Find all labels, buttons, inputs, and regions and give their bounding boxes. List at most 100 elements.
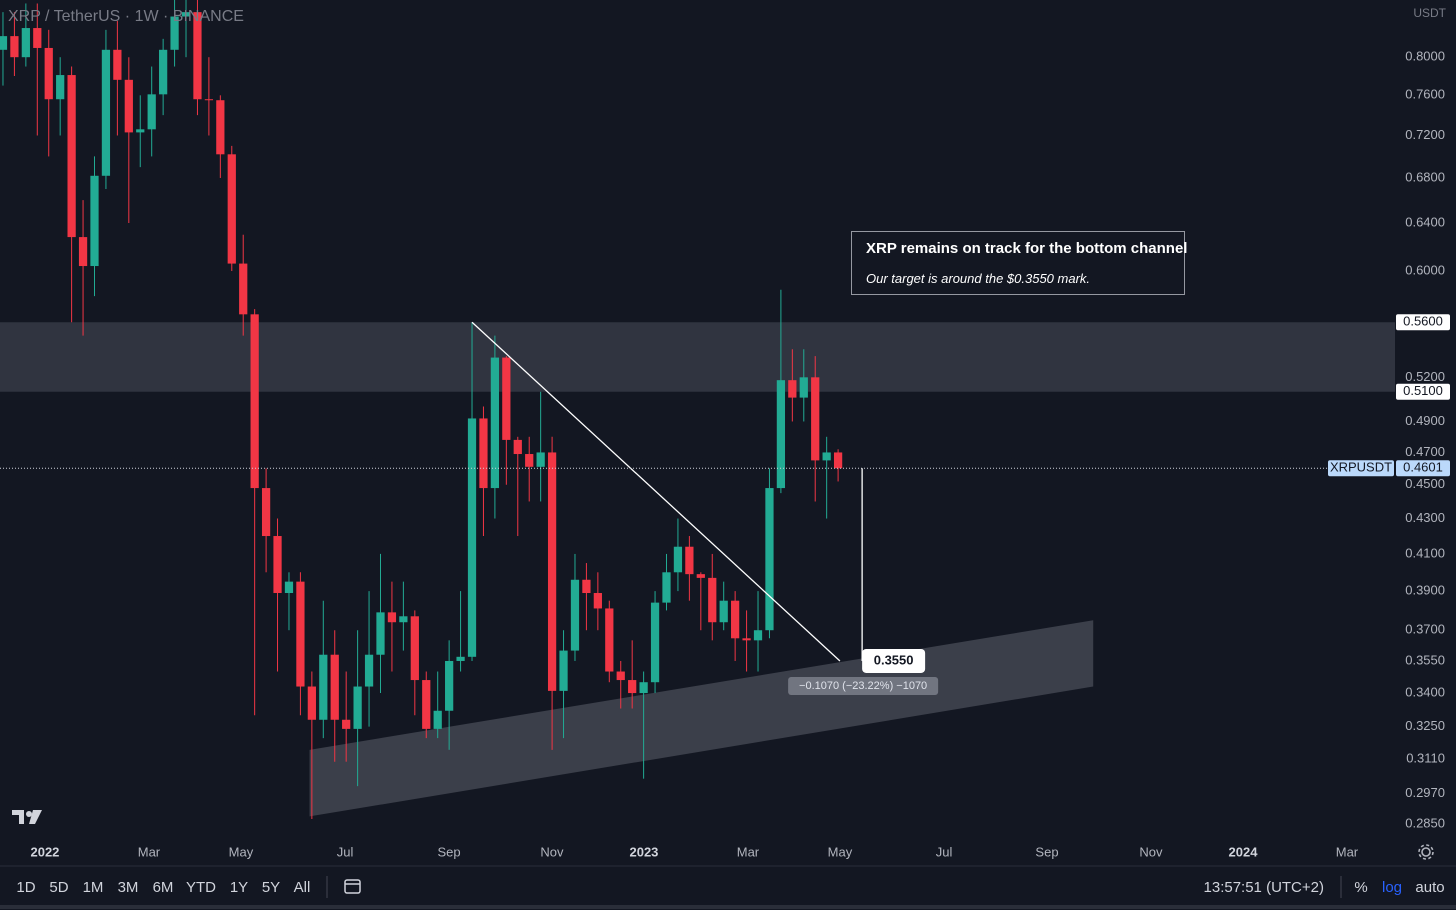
range-button[interactable]: 1Y xyxy=(230,879,248,896)
candle-body xyxy=(685,546,694,575)
candle-body xyxy=(525,454,534,467)
y-tick-label: 0.6000 xyxy=(1405,262,1445,277)
candle-body xyxy=(502,357,511,440)
candle-body xyxy=(513,439,522,455)
target-label-bg xyxy=(862,648,926,673)
candle-body xyxy=(765,488,774,631)
candle-body xyxy=(90,175,99,267)
trendline xyxy=(471,321,841,662)
y-tick-label: 0.3550 xyxy=(1405,652,1445,667)
range-button[interactable]: 5D xyxy=(49,879,68,896)
settings-icon[interactable] xyxy=(1418,844,1434,860)
candle-body xyxy=(433,710,442,729)
x-tick-label: Mar xyxy=(1336,844,1359,859)
symbol-label-bg xyxy=(1328,460,1394,477)
candle-body xyxy=(296,581,305,687)
percent-toggle[interactable]: % xyxy=(1354,879,1367,896)
calendar-icon[interactable] xyxy=(344,879,361,894)
range-button[interactable]: 1M xyxy=(83,879,104,896)
candle-body xyxy=(467,418,477,657)
y-tick-label: 0.4700 xyxy=(1405,444,1445,459)
candle-body xyxy=(250,314,259,489)
candle-body xyxy=(445,660,454,711)
y-tick-label: 0.3110 xyxy=(1406,751,1445,766)
candle-body xyxy=(159,49,168,95)
y-tick-label: 0.6800 xyxy=(1405,169,1445,184)
candle-body xyxy=(547,452,557,691)
candle-body xyxy=(559,650,568,691)
auto-toggle[interactable]: auto xyxy=(1415,879,1444,896)
candle-body xyxy=(227,154,236,264)
candle-body xyxy=(673,546,683,573)
x-tick-label: Mar xyxy=(138,844,161,859)
candle-body xyxy=(216,100,225,155)
candle-body xyxy=(307,686,316,720)
candle-body xyxy=(21,28,30,58)
candle-body xyxy=(616,671,625,681)
candle-body xyxy=(387,612,397,623)
symbol-title: XRP / TetherUS · 1W · BINANCE xyxy=(8,8,244,25)
candle-body xyxy=(261,488,271,537)
x-tick-label: Sep xyxy=(437,844,460,859)
log-toggle[interactable]: log xyxy=(1382,879,1402,896)
candle-body xyxy=(696,574,705,578)
candle-body xyxy=(753,630,763,641)
x-tick-label: Sep xyxy=(1035,844,1058,859)
last-price-label-bg xyxy=(1396,460,1450,477)
candle-body xyxy=(650,602,660,683)
range-button[interactable]: 5Y xyxy=(262,879,280,896)
candle-body xyxy=(788,380,797,398)
candle-body xyxy=(170,16,179,50)
currency-label[interactable]: USDT xyxy=(1413,6,1446,20)
candle-body xyxy=(490,357,500,489)
candle-body xyxy=(136,129,145,133)
measure-label: −0.1070 (−23.22%) −1070 xyxy=(799,680,927,692)
y-tick-label: 0.7200 xyxy=(1405,127,1445,142)
y-tick-label: 0.7600 xyxy=(1405,87,1445,102)
candle-body xyxy=(101,49,111,176)
range-button[interactable]: 1D xyxy=(16,879,35,896)
range-button[interactable]: All xyxy=(294,879,311,896)
candle-body xyxy=(376,612,385,655)
x-tick-label: Jul xyxy=(337,844,354,859)
candle-body xyxy=(319,654,328,720)
candle-body xyxy=(582,579,591,594)
candle-body xyxy=(719,600,728,623)
candle-body xyxy=(124,79,133,133)
range-button[interactable]: 3M xyxy=(118,879,139,896)
y-tick-label: 0.5200 xyxy=(1405,369,1445,384)
range-button[interactable]: YTD xyxy=(186,879,216,896)
candle-body xyxy=(239,263,248,315)
candle-body xyxy=(147,94,156,130)
candle-body xyxy=(56,75,65,100)
candle-body xyxy=(422,680,431,729)
y-tick-label: 0.4300 xyxy=(1405,510,1445,525)
candle-body xyxy=(605,608,614,672)
annotation-title: XRP remains on track for the bottom chan… xyxy=(866,240,1188,257)
candle-body xyxy=(44,47,53,100)
candle-body xyxy=(10,36,19,58)
candle-body xyxy=(78,237,88,267)
candle-body xyxy=(273,536,282,594)
candle-body xyxy=(67,75,76,238)
candle-body xyxy=(479,418,488,489)
candle-body xyxy=(811,377,820,461)
symbol-label: XRPUSDT xyxy=(1330,460,1392,475)
y-tick-label: 0.8000 xyxy=(1405,49,1445,64)
annotation-box: XRP remains on track for the bottom chan… xyxy=(851,231,1188,295)
clock: 13:57:51 (UTC+2) xyxy=(1204,879,1324,896)
range-button[interactable]: 6M xyxy=(153,879,174,896)
measure-label-bg xyxy=(788,676,939,695)
candle-body xyxy=(776,380,786,489)
y-tick-label: 0.3400 xyxy=(1405,684,1445,699)
x-tick-label: Nov xyxy=(540,844,564,859)
candle-body xyxy=(364,654,374,687)
resistance-zone xyxy=(0,322,1395,392)
candle-body xyxy=(628,680,637,694)
candle-body xyxy=(342,719,351,729)
y-tick-label: 0.3250 xyxy=(1405,718,1445,733)
candle-body xyxy=(536,452,545,467)
